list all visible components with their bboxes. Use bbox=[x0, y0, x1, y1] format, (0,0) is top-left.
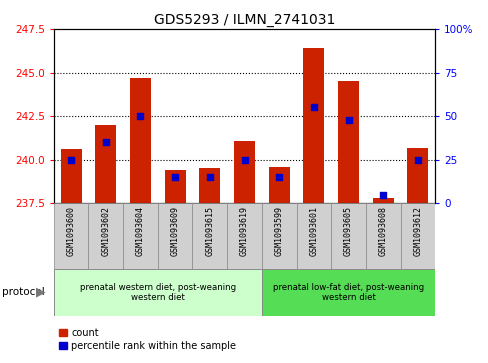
Text: GSM1093608: GSM1093608 bbox=[378, 206, 387, 256]
Bar bbox=[164, 170, 185, 203]
Point bbox=[275, 174, 283, 180]
Bar bbox=[199, 168, 220, 203]
Text: GSM1093609: GSM1093609 bbox=[170, 206, 179, 256]
Bar bbox=[407, 147, 427, 203]
Text: GSM1093599: GSM1093599 bbox=[274, 206, 283, 256]
Bar bbox=[123, 203, 158, 269]
Bar bbox=[61, 149, 81, 203]
Text: prenatal western diet, post-weaning
western diet: prenatal western diet, post-weaning west… bbox=[80, 282, 235, 302]
Text: GSM1093605: GSM1093605 bbox=[344, 206, 352, 256]
Bar bbox=[261, 203, 296, 269]
Bar bbox=[365, 203, 400, 269]
Text: protocol: protocol bbox=[2, 287, 45, 297]
Bar bbox=[88, 203, 123, 269]
Point bbox=[344, 117, 352, 123]
Bar bbox=[227, 203, 261, 269]
Bar bbox=[192, 203, 227, 269]
Text: GSM1093601: GSM1093601 bbox=[309, 206, 318, 256]
Point bbox=[240, 157, 248, 163]
Bar bbox=[54, 269, 261, 316]
Point bbox=[102, 139, 109, 145]
Bar bbox=[95, 125, 116, 203]
Text: GSM1093600: GSM1093600 bbox=[66, 206, 76, 256]
Bar bbox=[54, 203, 88, 269]
Point bbox=[67, 157, 75, 163]
Bar bbox=[158, 203, 192, 269]
Bar bbox=[268, 167, 289, 203]
Text: GSM1093604: GSM1093604 bbox=[136, 206, 144, 256]
Bar bbox=[261, 269, 434, 316]
Bar bbox=[330, 203, 365, 269]
Bar bbox=[303, 48, 324, 203]
Point bbox=[413, 157, 421, 163]
Text: GSM1093619: GSM1093619 bbox=[240, 206, 248, 256]
Point bbox=[309, 105, 317, 110]
Legend: count, percentile rank within the sample: count, percentile rank within the sample bbox=[59, 328, 236, 351]
Bar bbox=[234, 140, 254, 203]
Text: GSM1093612: GSM1093612 bbox=[412, 206, 422, 256]
Text: ▶: ▶ bbox=[36, 286, 45, 299]
Bar bbox=[130, 78, 151, 203]
Bar bbox=[296, 203, 330, 269]
Title: GDS5293 / ILMN_2741031: GDS5293 / ILMN_2741031 bbox=[154, 13, 334, 26]
Bar bbox=[337, 81, 358, 203]
Bar bbox=[372, 198, 393, 203]
Bar bbox=[400, 203, 434, 269]
Text: GSM1093602: GSM1093602 bbox=[101, 206, 110, 256]
Point bbox=[171, 174, 179, 180]
Point bbox=[136, 113, 144, 119]
Point bbox=[379, 192, 386, 197]
Text: prenatal low-fat diet, post-weaning
western diet: prenatal low-fat diet, post-weaning west… bbox=[272, 282, 423, 302]
Text: GSM1093615: GSM1093615 bbox=[205, 206, 214, 256]
Point bbox=[205, 174, 213, 180]
